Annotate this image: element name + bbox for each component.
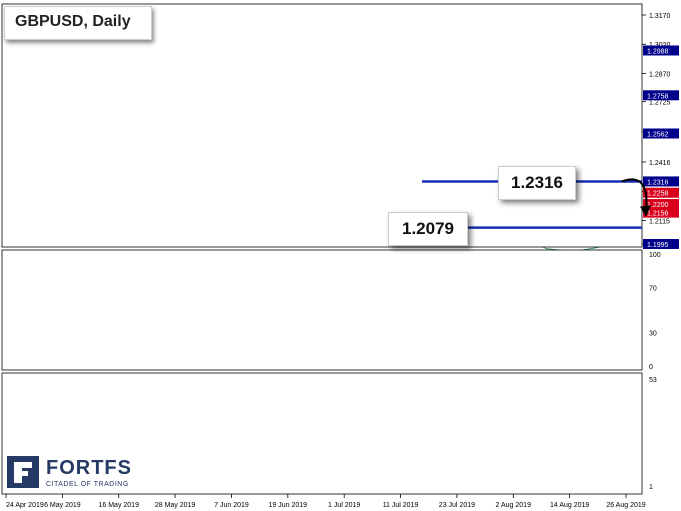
level-tag-label: 1.2156 xyxy=(647,211,669,218)
date-tick-label: 26 Aug 2019 xyxy=(606,502,645,509)
support-label: 1.2079 xyxy=(402,219,454,238)
level-tag xyxy=(643,128,679,139)
level-tag xyxy=(643,239,679,249)
level-tag xyxy=(643,187,679,198)
resistance-callout: 1.2316 xyxy=(498,166,576,200)
logo-name: FORTFS xyxy=(46,457,132,479)
date-tick-label: 19 Jun 2019 xyxy=(269,502,308,509)
level-tag xyxy=(643,199,679,210)
forecast-arrow xyxy=(621,178,648,212)
date-tick-label: 6 May 2019 xyxy=(44,502,81,509)
price-tick-label: 1.2870 xyxy=(649,71,671,78)
price-frame xyxy=(1,3,643,248)
price-tick-label: 1.2416 xyxy=(649,160,671,167)
rsi-frame xyxy=(1,249,643,371)
level-tag-label: 1.2758 xyxy=(647,93,669,100)
chart-title: GBPUSD, Daily xyxy=(15,13,131,30)
level-tag xyxy=(643,176,679,187)
logo-tagline: CITADEL OF TRADING xyxy=(46,481,129,488)
axes: 1.31701.30201.28701.27251.25701.24161.22… xyxy=(1,3,679,509)
date-tick-label: 7 Jun 2019 xyxy=(214,502,249,509)
rsi-tick-label: 30 xyxy=(649,330,657,337)
date-tick-label: 11 Jul 2019 xyxy=(383,502,419,509)
price-tick-label: 1.2725 xyxy=(649,100,671,107)
level-tag xyxy=(643,207,679,218)
date-tick-label: 24 Apr 2019 xyxy=(6,502,44,509)
date-tick-label: 14 Aug 2019 xyxy=(550,502,589,509)
level-tag xyxy=(643,90,679,101)
date-tick-label: 23 Jul 2019 xyxy=(439,502,475,509)
rsi-tick-label: 100 xyxy=(649,252,661,259)
rsi-tick-label: 70 xyxy=(649,286,657,293)
chart-title-box: GBPUSD, Daily xyxy=(4,6,152,40)
price-tick-label: 1.3170 xyxy=(649,13,671,20)
resistance-label: 1.2316 xyxy=(511,173,563,192)
date-tick-label: 28 May 2019 xyxy=(155,502,196,509)
support-callout: 1.2079 xyxy=(388,212,468,246)
arrow-head-icon xyxy=(640,205,651,217)
adx-tick-label: 53 xyxy=(649,377,657,384)
level-tag-label: 1.2258 xyxy=(647,191,669,198)
price-tick-label: 1.2115 xyxy=(649,219,670,226)
level-tag-label: 1.2316 xyxy=(647,179,669,186)
level-tag-label: 1.2988 xyxy=(647,48,669,55)
date-tick-label: 1 Jul 2019 xyxy=(328,502,360,509)
logo-mark-icon xyxy=(7,456,39,488)
adx-frame xyxy=(1,372,643,495)
date-tick-label: 16 May 2019 xyxy=(98,502,139,509)
date-tick-label: 2 Aug 2019 xyxy=(496,502,532,509)
level-tag xyxy=(643,45,679,56)
rsi-tick-label: 0 xyxy=(649,364,653,371)
level-tag-label: 1.2562 xyxy=(647,131,669,138)
fortfs-logo: FORTFS CITADEL OF TRADING xyxy=(6,455,166,495)
level-tag-label: 1.1995 xyxy=(647,242,669,249)
adx-tick-label: 1 xyxy=(649,484,653,491)
level-tag-label: 1.2200 xyxy=(647,202,669,209)
